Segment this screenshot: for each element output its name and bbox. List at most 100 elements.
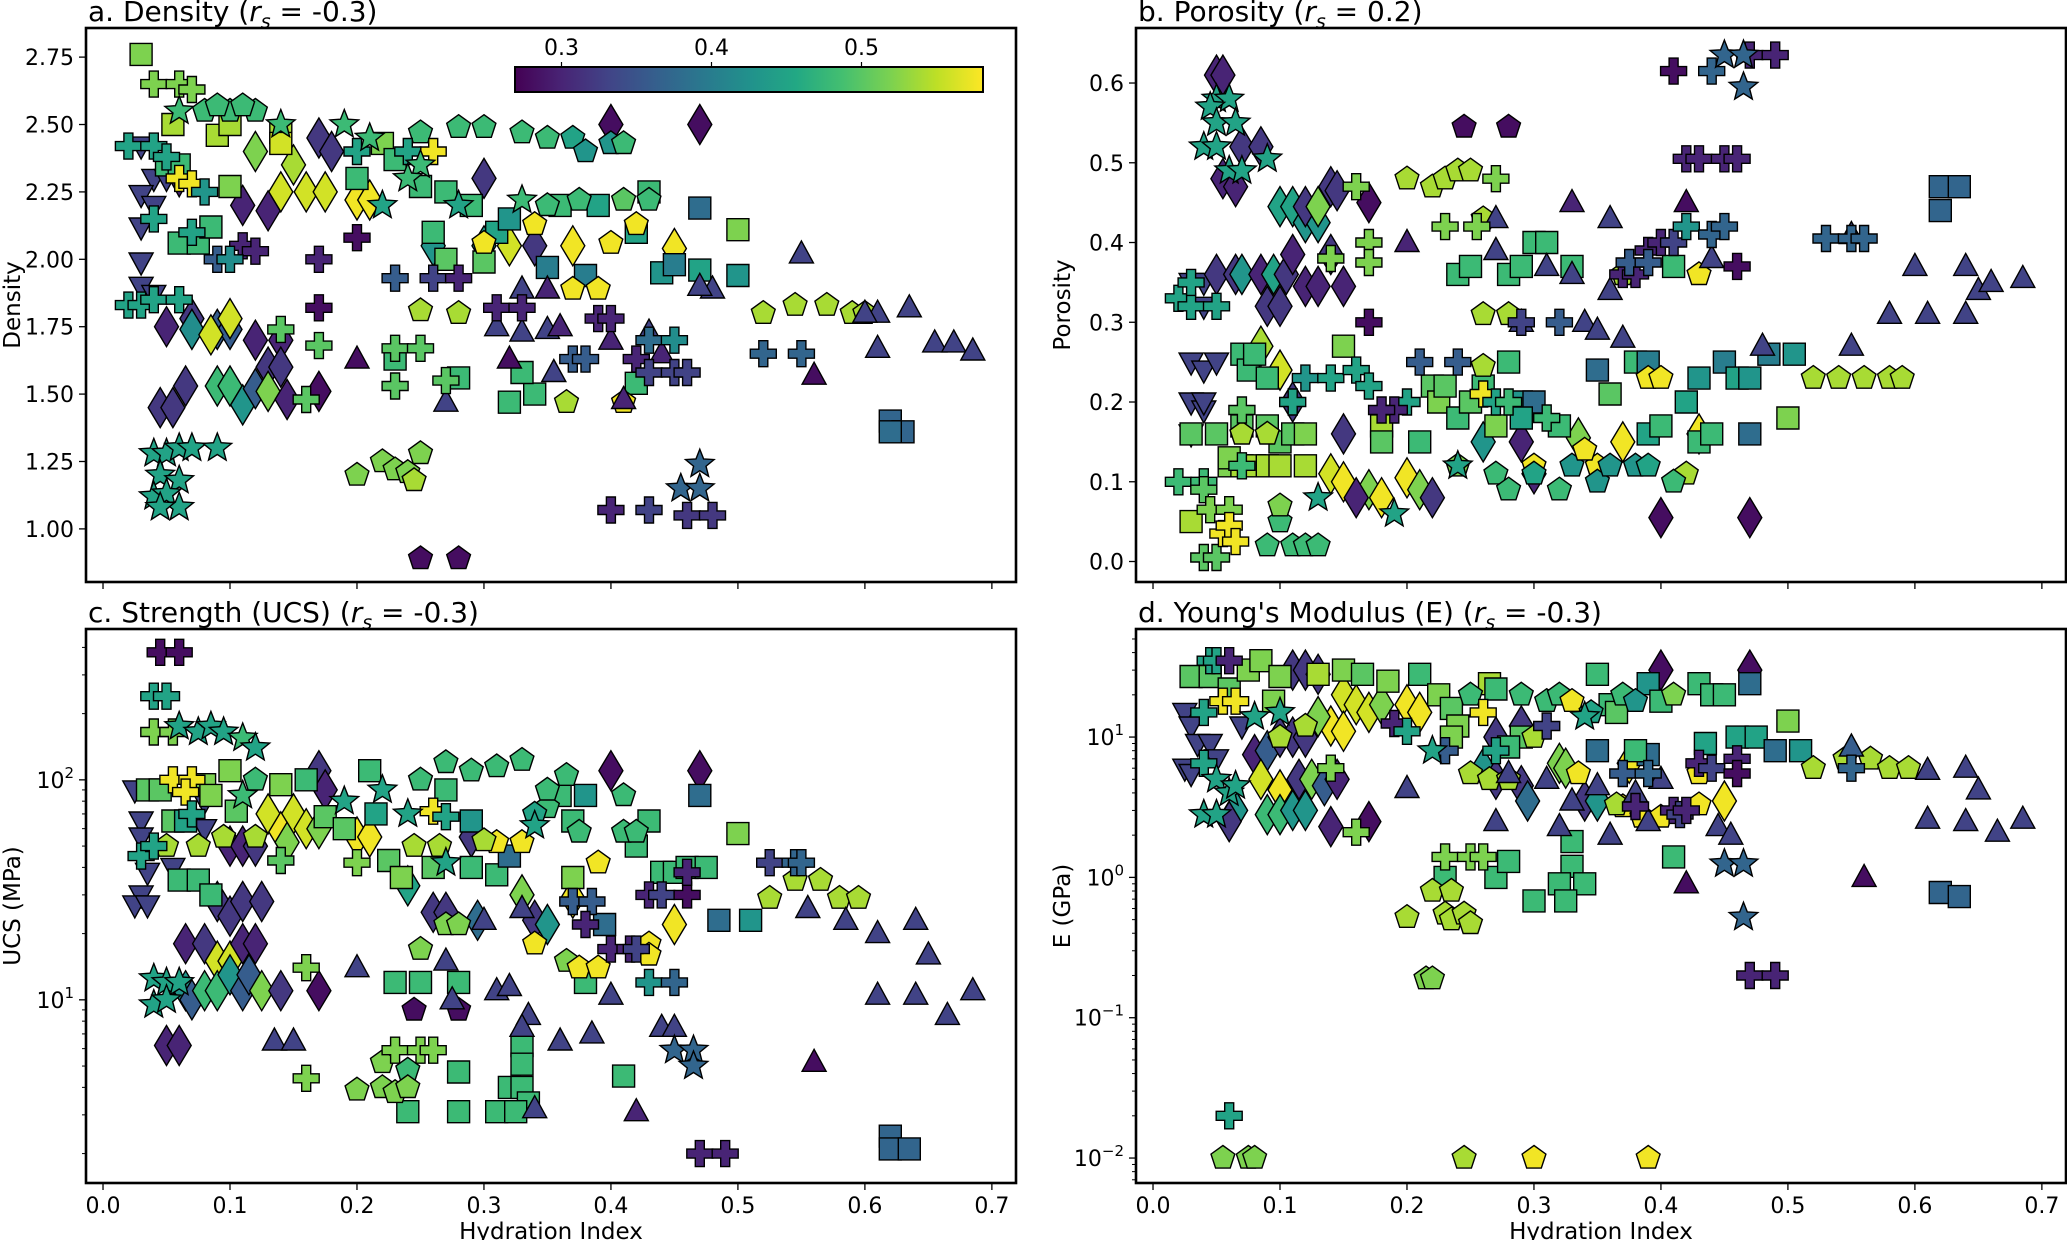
data-point-pentagon <box>521 930 548 955</box>
data-point-triangle-up <box>1965 775 1992 800</box>
data-point-pentagon <box>1254 420 1281 445</box>
data-point-square <box>662 253 687 277</box>
data-point-pentagon <box>445 113 472 138</box>
data-point-filled-plus <box>1355 372 1383 400</box>
data-point-triangle-down <box>1190 360 1217 385</box>
data-point-thin-diamond <box>1330 709 1357 753</box>
data-point-square <box>345 166 369 191</box>
data-point-pentagon <box>1571 436 1598 461</box>
title-suffix: = -0.3) <box>1495 596 1602 629</box>
data-point-filled-plus <box>1532 712 1561 740</box>
data-point-pentagon <box>1470 352 1496 377</box>
y-tick-base: 10 <box>36 769 64 794</box>
data-point-square <box>1376 669 1400 693</box>
data-point-square <box>1433 374 1457 398</box>
data-point-star <box>1219 768 1252 800</box>
data-point-pentagon <box>1470 300 1496 326</box>
data-point-star <box>683 447 716 478</box>
data-point-filled-plus <box>381 372 409 400</box>
data-point-filled-plus <box>597 935 625 963</box>
data-point-filled-plus <box>305 245 333 273</box>
data-point-triangle-up <box>1533 251 1560 277</box>
data-point-pentagon <box>407 545 434 570</box>
data-point-filled-plus <box>152 143 181 171</box>
data-point-filled-plus <box>756 849 784 877</box>
data-point-thin-diamond <box>471 157 497 200</box>
data-point-square <box>1369 430 1394 454</box>
data-point-pentagon <box>1229 420 1255 445</box>
data-point-thin-diamond <box>267 345 294 389</box>
data-point-thin-diamond <box>1508 420 1535 464</box>
data-point-filled-plus <box>127 842 155 870</box>
data-point-filled-plus <box>1317 754 1345 782</box>
data-point-triangle-up <box>1393 774 1421 799</box>
data-point-filled-plus <box>1723 145 1751 173</box>
data-point-filled-plus <box>165 286 193 314</box>
data-point-triangle-up <box>1584 315 1611 340</box>
data-point-star <box>1727 70 1760 101</box>
data-point-filled-plus <box>660 326 689 354</box>
data-point-square <box>218 174 242 199</box>
data-point-pentagon <box>814 291 840 316</box>
data-point-filled-plus <box>267 846 295 875</box>
x-tick-label: 0.2 <box>1389 1194 1424 1219</box>
title-prefix: c. Strength (UCS) ( <box>88 596 351 629</box>
data-point-square <box>1687 366 1711 390</box>
data-point-filled-plus <box>1850 224 1878 253</box>
data-point-thin-diamond <box>242 130 269 173</box>
data-point-square <box>1242 342 1267 366</box>
data-point-filled-plus <box>165 70 193 98</box>
data-point-triangle-up <box>1546 812 1573 837</box>
x-tick-label: 0.2 <box>339 1194 374 1219</box>
data-point-triangle-up <box>1850 862 1878 888</box>
data-point-pentagon <box>1457 157 1484 182</box>
data-point-thin-diamond <box>248 880 275 923</box>
data-point-filled-plus <box>1215 647 1243 675</box>
x-tick-label: 0.3 <box>466 1194 501 1219</box>
data-point-pentagon <box>185 832 212 857</box>
data-point-triangle-up <box>1596 820 1624 845</box>
data-point-filled-plus <box>292 954 320 982</box>
y-tick-label: 2.75 <box>25 46 74 71</box>
data-point-pentagon <box>1635 452 1661 477</box>
data-point-filled-plus <box>419 797 447 825</box>
data-point-triangle-up <box>496 344 523 369</box>
data-point-triangle-up <box>508 1012 536 1038</box>
data-point-pentagon <box>1800 754 1827 780</box>
data-point-filled-plus <box>1685 145 1713 173</box>
y-tick-label: 0.5 <box>1089 152 1124 177</box>
title-prefix: d. Young's Modulus (E) ( <box>1138 596 1474 629</box>
data-point-filled-plus <box>178 800 206 828</box>
data-point-filled-plus <box>1342 172 1370 201</box>
data-point-triangle-up <box>1596 204 1624 229</box>
data-point-square <box>1598 382 1622 406</box>
data-point-thin-diamond <box>172 922 199 966</box>
data-point-pentagon <box>242 823 269 848</box>
data-point-square <box>459 855 483 880</box>
data-point-pentagon <box>458 757 485 782</box>
data-point-star <box>150 982 183 1014</box>
x-tick-label: 0.5 <box>1770 1194 1805 1219</box>
x-tick-label: 0.6 <box>847 1194 882 1219</box>
data-point-pentagon <box>1825 364 1852 389</box>
data-point-filled-plus <box>1736 961 1764 990</box>
data-point-star <box>207 715 240 746</box>
y-tick-label: 0.3 <box>1089 311 1124 336</box>
data-point-pentagon <box>1254 532 1281 557</box>
data-point-filled-plus <box>1812 224 1840 253</box>
data-point-star <box>328 784 361 815</box>
data-point-square <box>1268 454 1292 478</box>
data-point-square <box>897 1137 921 1161</box>
y-axis-label: E (GPa) <box>1050 864 1076 949</box>
data-point-triangle-up <box>1609 323 1636 348</box>
data-point-filled-plus <box>571 345 600 373</box>
data-point-triangle-up <box>1914 804 1941 829</box>
data-point-triangle-up <box>280 1026 307 1051</box>
axes-frame <box>1134 627 2067 1185</box>
data-point-triangle-up <box>1717 820 1744 845</box>
colorbar-tick-label: 0.5 <box>844 36 879 61</box>
data-point-filled-plus <box>1190 698 1218 727</box>
data-point-pentagon <box>610 186 637 211</box>
data-point-star <box>1194 89 1227 121</box>
